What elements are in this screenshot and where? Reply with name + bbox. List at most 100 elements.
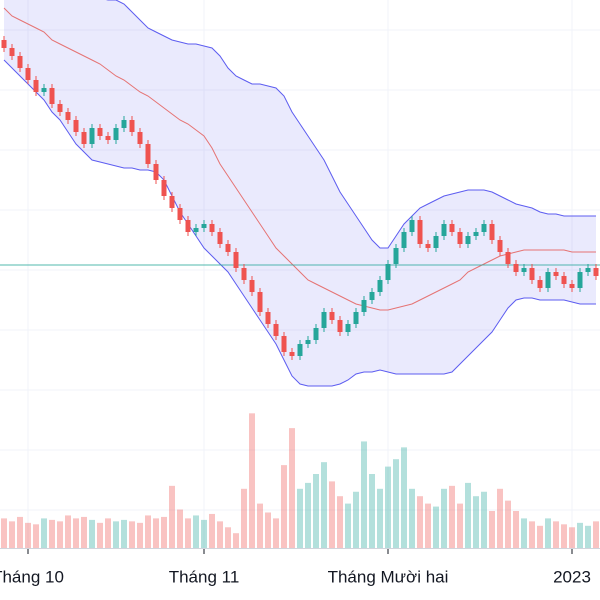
volume-bar [145,515,151,548]
candle-body [201,224,207,228]
candle-body [273,324,279,336]
volume-bar [177,509,183,548]
candle-body [545,272,551,288]
volume-bar [465,482,471,548]
volume-bar [105,518,111,548]
volume-bar [297,488,303,548]
volume-bar [305,482,311,548]
candle-body [553,272,559,276]
candle-body [33,80,39,92]
x-tick-label: Tháng 10 [0,567,64,586]
candle-body [481,224,487,232]
candle-body [433,236,439,248]
volume-bar [121,519,127,548]
volume-bar [377,488,383,548]
candle-body [9,48,15,56]
volume-bar [457,503,463,548]
volume-bar [425,503,431,548]
plot-area [0,0,600,548]
volume-bar [89,519,95,548]
candle-body [377,280,383,292]
volume-bar [537,525,543,548]
candle-body [1,40,7,48]
candle-body [337,320,343,332]
candle-body [313,328,319,340]
volume-bar [561,524,567,548]
x-tick-label: Tháng 11 [169,567,240,586]
volume-bar [33,524,39,548]
volume-bar [385,466,391,548]
candle-body [449,224,455,232]
middle-band [3,7,596,311]
volume-bar [393,459,399,548]
candle-body [145,144,151,164]
candle-body [497,240,503,252]
volume-bar [17,516,23,548]
volume-bar [449,485,455,548]
candle-body [345,324,351,332]
candle-body [217,232,223,244]
volume-bar [409,488,415,548]
candle-body [577,272,583,288]
candle-body [49,88,55,104]
volume-bar [161,516,167,548]
volume-bar [361,441,367,548]
volume-bar [249,413,255,548]
candle-body [17,56,23,68]
volume-bar [281,465,287,548]
volume-bar [369,474,375,548]
candle-body [369,292,375,300]
candle-body [417,220,423,244]
volume-bar [489,511,495,548]
candle-body [241,268,247,280]
candle-body [97,128,103,136]
band-fill [4,0,596,386]
volume-bar [529,521,535,548]
candle-body [529,268,535,280]
candle-body [193,228,199,232]
upper-band [105,0,596,249]
candle-body [225,244,231,252]
volume-bar [217,521,223,548]
candle-body [321,312,327,328]
candle-body [161,180,167,196]
volume-bar [553,521,559,548]
candle-body [249,280,255,292]
candle-body [393,248,399,264]
candle-body [121,120,127,128]
volume-bar [97,522,103,548]
candle-body [401,232,407,248]
candle-body [73,120,79,132]
candle-body [89,128,95,144]
volume-bar [1,518,7,548]
volume-bar [545,518,551,548]
candle-body [105,136,111,140]
candle-body [137,132,143,144]
volume-bar [193,515,199,548]
volume-bar [433,506,439,548]
candle-body [177,208,183,220]
candle-body [281,336,287,352]
candle-body [57,104,63,112]
volume-bar [49,519,55,548]
candle-body [425,244,431,248]
candle-body [537,280,543,288]
candle-body [169,196,175,208]
candle-body [593,268,599,276]
volume-bar [569,527,575,548]
volume-bar [353,491,359,548]
candle-body [457,232,463,244]
volume-bar [113,521,119,548]
volume-bar [289,428,295,548]
candle-body [489,224,495,240]
volume-bar [233,533,239,548]
candle-body [81,132,87,144]
volume-bar [273,518,279,548]
candle-body [209,224,215,232]
candle-body [353,312,359,324]
volume-bar [417,496,423,548]
candle-body [297,344,303,356]
candle-body [329,312,335,320]
volume-bar [153,518,159,548]
